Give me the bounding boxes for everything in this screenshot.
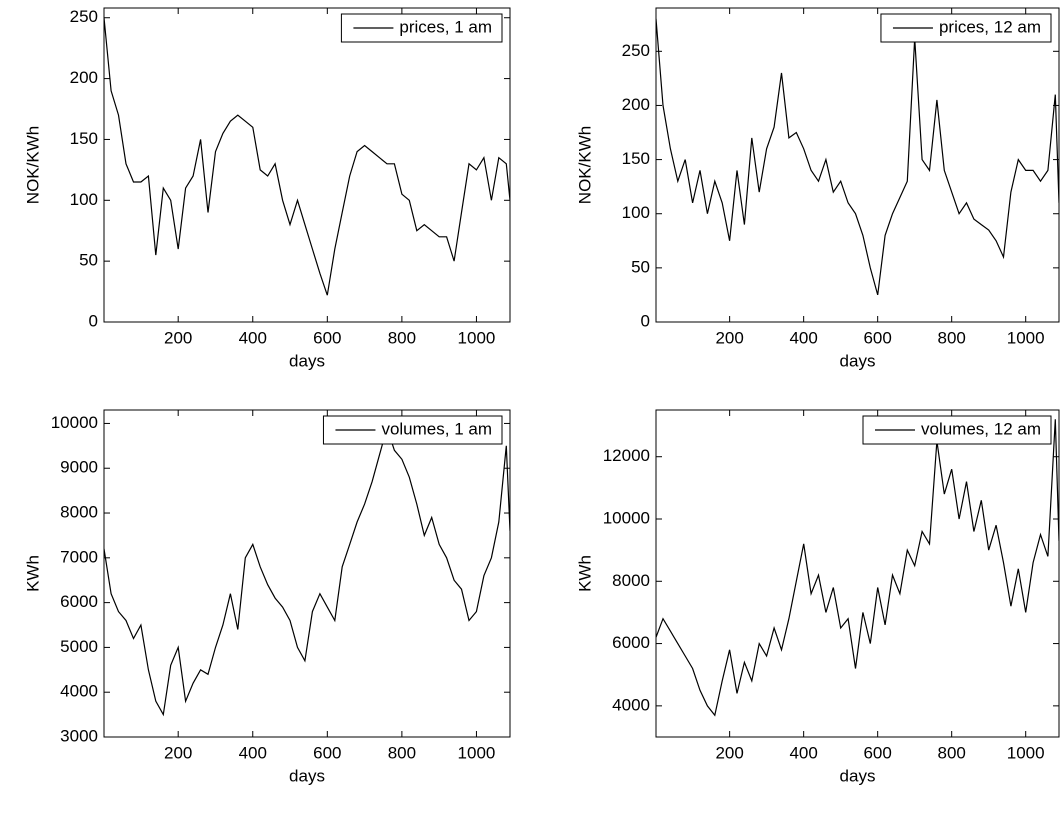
x-tick-label: 1000 [458, 328, 496, 347]
legend: volumes, 12 am [862, 415, 1052, 445]
legend-label: prices, 12 am [939, 17, 1041, 36]
x-tick-label: 1000 [458, 743, 496, 762]
subplot: 200 400 600 800 1000 0 50 100 150 200 250 days NOK/K… [23, 7, 511, 370]
y-axis-label: NOK/KWh [575, 126, 594, 204]
y-tick-label: 100 [70, 190, 98, 209]
y-tick-label: 6000 [612, 633, 650, 652]
axes-frame [103, 409, 511, 738]
y-axis-label: NOK/KWh [23, 126, 42, 204]
legend-label: volumes, 1 am [381, 419, 492, 438]
x-axis-label: days [289, 351, 325, 370]
y-tick-label: 250 [622, 41, 650, 60]
x-axis-label: days [840, 351, 876, 370]
x-axis-label: days [840, 766, 876, 785]
axes-frame [655, 7, 1060, 323]
y-tick-label: 50 [631, 257, 650, 276]
y-tick-label: 10000 [603, 508, 650, 527]
x-tick-label: 1000 [1007, 328, 1045, 347]
plot-area [104, 8, 510, 322]
y-tick-label: 6000 [60, 592, 98, 611]
x-tick-label: 400 [239, 743, 267, 762]
y-tick-label: 3000 [60, 726, 98, 745]
y-tick-label: 150 [622, 149, 650, 168]
legend: volumes, 1 am [322, 415, 503, 445]
x-tick-label: 600 [863, 743, 891, 762]
y-tick-label: 50 [79, 251, 98, 270]
series-line [104, 425, 510, 717]
y-tick-label: 8000 [60, 503, 98, 522]
legend: prices, 12 am [880, 13, 1052, 43]
y-tick-label: 5000 [60, 637, 98, 656]
legend-label: prices, 1 am [399, 17, 492, 36]
x-tick-label: 400 [239, 328, 267, 347]
plot-area [656, 8, 1059, 322]
x-tick-label: 800 [388, 328, 416, 347]
x-tick-label: 200 [164, 328, 192, 347]
x-tick-label: 800 [937, 743, 965, 762]
x-tick-label: 800 [937, 328, 965, 347]
y-tick-label: 7000 [60, 547, 98, 566]
series-line [104, 17, 510, 296]
subplot: 200 400 600 800 1000 3000 4000 5000 6000 7000 8000… [23, 409, 511, 785]
x-tick-label: 800 [388, 743, 416, 762]
subplot: 200 400 600 800 1000 0 50 100 150 200 250 days NOK/K… [575, 7, 1060, 370]
x-tick-label: 200 [164, 743, 192, 762]
subplot: 200 400 600 800 1000 4000 6000 8000 10000 12000 da… [575, 409, 1060, 785]
y-tick-label: 150 [70, 129, 98, 148]
plot-area [656, 410, 1059, 737]
series-line [656, 18, 1059, 296]
y-tick-label: 12000 [603, 446, 650, 465]
y-tick-label: 200 [70, 68, 98, 87]
y-tick-label: 250 [70, 7, 98, 26]
axes-frame [655, 409, 1060, 738]
y-tick-label: 0 [641, 311, 650, 330]
plot-area [104, 410, 510, 737]
y-tick-label: 200 [622, 95, 650, 114]
y-tick-label: 100 [622, 203, 650, 222]
x-tick-label: 400 [789, 328, 817, 347]
x-tick-label: 200 [715, 328, 743, 347]
y-tick-label: 4000 [60, 682, 98, 701]
x-axis-label: days [289, 766, 325, 785]
x-tick-label: 1000 [1007, 743, 1045, 762]
y-axis-label: KWh [23, 555, 42, 592]
y-tick-label: 9000 [60, 458, 98, 477]
x-tick-label: 600 [313, 328, 341, 347]
legend-label: volumes, 12 am [921, 419, 1041, 438]
y-tick-label: 10000 [51, 413, 98, 432]
series-line [656, 419, 1059, 717]
y-tick-label: 0 [89, 311, 98, 330]
x-tick-label: 400 [789, 743, 817, 762]
x-tick-label: 600 [863, 328, 891, 347]
y-tick-label: 8000 [612, 571, 650, 590]
axes-frame [103, 7, 511, 323]
y-tick-label: 4000 [612, 695, 650, 714]
x-tick-label: 200 [715, 743, 743, 762]
legend: prices, 1 am [340, 13, 503, 43]
y-axis-label: KWh [575, 555, 594, 592]
x-tick-label: 600 [313, 743, 341, 762]
